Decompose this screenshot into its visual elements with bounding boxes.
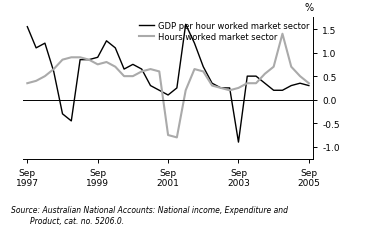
- GDP per hour worked market sector: [175, 87, 179, 90]
- Hours worked market sector: [25, 82, 30, 85]
- GDP per hour worked market sector: [87, 59, 91, 62]
- Hours worked market sector: [201, 71, 206, 74]
- Hours worked market sector: [87, 59, 91, 62]
- GDP per hour worked market sector: [43, 43, 47, 45]
- GDP per hour worked market sector: [254, 75, 258, 78]
- Hours worked market sector: [131, 75, 135, 78]
- Hours worked market sector: [210, 85, 214, 88]
- GDP per hour worked market sector: [236, 141, 241, 144]
- GDP per hour worked market sector: [262, 82, 267, 85]
- Line: GDP per hour worked market sector: GDP per hour worked market sector: [28, 25, 309, 143]
- Hours worked market sector: [192, 68, 197, 71]
- GDP per hour worked market sector: [157, 89, 162, 92]
- Hours worked market sector: [78, 57, 83, 59]
- GDP per hour worked market sector: [280, 89, 285, 92]
- GDP per hour worked market sector: [34, 47, 39, 50]
- Hours worked market sector: [183, 89, 188, 92]
- GDP per hour worked market sector: [201, 66, 206, 69]
- GDP per hour worked market sector: [306, 85, 311, 88]
- Line: Hours worked market sector: Hours worked market sector: [28, 35, 309, 138]
- GDP per hour worked market sector: [96, 57, 100, 59]
- GDP per hour worked market sector: [245, 75, 249, 78]
- Hours worked market sector: [148, 68, 153, 71]
- Hours worked market sector: [104, 61, 109, 64]
- Hours worked market sector: [219, 87, 223, 90]
- Hours worked market sector: [289, 66, 293, 69]
- GDP per hour worked market sector: [298, 82, 302, 85]
- Hours worked market sector: [60, 59, 65, 62]
- GDP per hour worked market sector: [113, 47, 118, 50]
- Hours worked market sector: [262, 73, 267, 76]
- Hours worked market sector: [113, 66, 118, 69]
- GDP per hour worked market sector: [131, 64, 135, 67]
- Hours worked market sector: [298, 75, 302, 78]
- Hours worked market sector: [69, 57, 74, 59]
- Hours worked market sector: [34, 80, 39, 83]
- GDP per hour worked market sector: [122, 68, 126, 71]
- GDP per hour worked market sector: [192, 43, 197, 45]
- GDP per hour worked market sector: [227, 87, 232, 90]
- GDP per hour worked market sector: [183, 24, 188, 27]
- GDP per hour worked market sector: [139, 68, 144, 71]
- Hours worked market sector: [52, 68, 56, 71]
- Hours worked market sector: [271, 66, 276, 69]
- Hours worked market sector: [280, 33, 285, 36]
- GDP per hour worked market sector: [25, 26, 30, 29]
- Hours worked market sector: [122, 75, 126, 78]
- Hours worked market sector: [166, 134, 170, 137]
- Hours worked market sector: [43, 75, 47, 78]
- Hours worked market sector: [236, 87, 241, 90]
- GDP per hour worked market sector: [210, 82, 214, 85]
- GDP per hour worked market sector: [166, 94, 170, 97]
- Hours worked market sector: [245, 82, 249, 85]
- GDP per hour worked market sector: [69, 120, 74, 123]
- GDP per hour worked market sector: [219, 87, 223, 90]
- GDP per hour worked market sector: [52, 71, 56, 74]
- Hours worked market sector: [175, 136, 179, 139]
- Hours worked market sector: [157, 71, 162, 74]
- GDP per hour worked market sector: [60, 113, 65, 116]
- Legend: GDP per hour worked market sector, Hours worked market sector: GDP per hour worked market sector, Hours…: [139, 22, 309, 42]
- Hours worked market sector: [227, 89, 232, 92]
- GDP per hour worked market sector: [289, 85, 293, 88]
- Hours worked market sector: [96, 64, 100, 67]
- Text: Source: Australian National Accounts: National income, Expenditure and
        P: Source: Australian National Accounts: Na…: [11, 205, 288, 225]
- GDP per hour worked market sector: [271, 89, 276, 92]
- GDP per hour worked market sector: [104, 40, 109, 43]
- Text: %: %: [304, 2, 313, 12]
- GDP per hour worked market sector: [78, 59, 83, 62]
- Hours worked market sector: [139, 71, 144, 74]
- Hours worked market sector: [306, 82, 311, 85]
- Hours worked market sector: [254, 82, 258, 85]
- GDP per hour worked market sector: [148, 85, 153, 88]
